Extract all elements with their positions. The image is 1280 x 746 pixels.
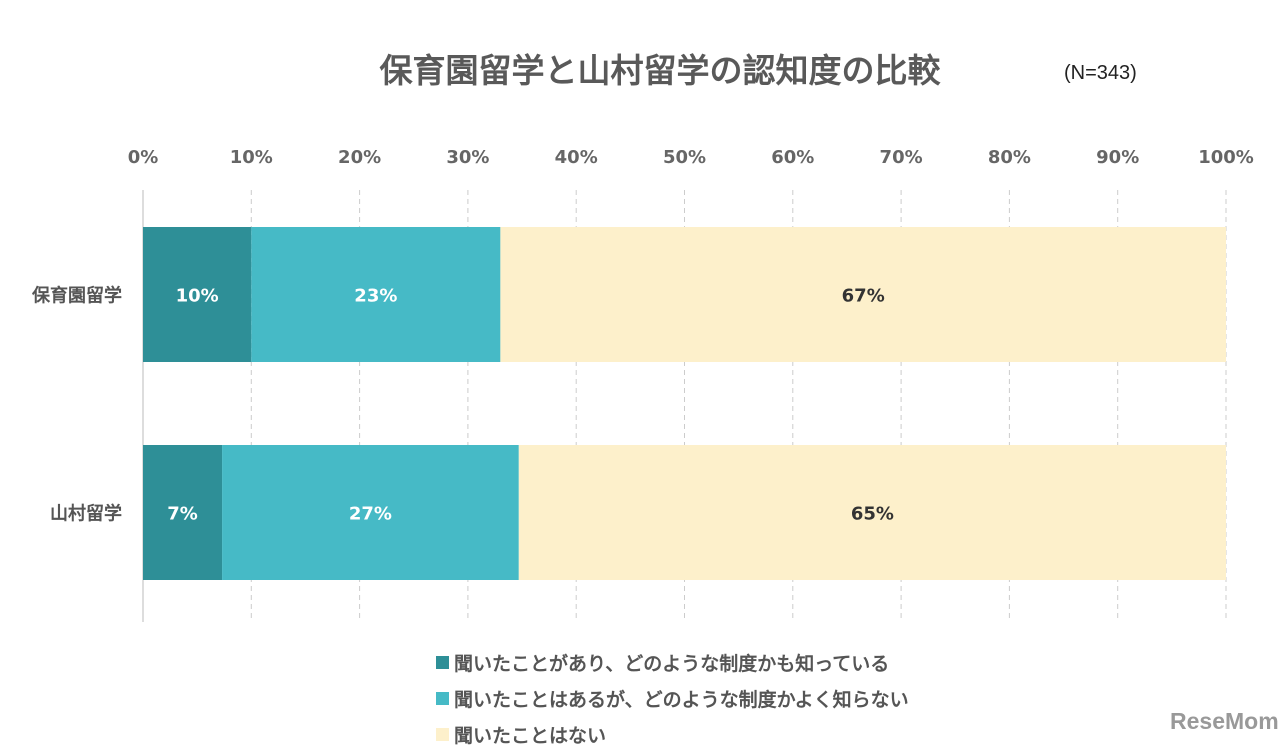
- bar-segment: [518, 445, 1226, 580]
- legend-swatch: [436, 691, 449, 705]
- x-tick-label: 20%: [338, 147, 381, 168]
- bar-segment: [143, 445, 223, 580]
- legend-item: 聞いたことがあり、どのような制度かも知っている: [436, 644, 909, 680]
- x-tick-label: 10%: [230, 147, 273, 168]
- bar-segment: [222, 445, 519, 580]
- x-tick-label: 80%: [988, 147, 1031, 168]
- x-tick-label: 100%: [1198, 147, 1254, 168]
- legend-item: 聞いたことはない: [436, 716, 909, 746]
- data-label: 7%: [167, 504, 198, 525]
- x-tick-label: 0%: [128, 147, 159, 168]
- data-label: 65%: [851, 504, 894, 525]
- legend-swatch: [436, 727, 449, 741]
- legend-label: 聞いたことはない: [454, 724, 607, 746]
- legend-swatch: [436, 655, 449, 669]
- x-tick-label: 30%: [446, 147, 489, 168]
- data-label: 27%: [349, 504, 392, 525]
- chart-title: 保育園留学と山村留学の認知度の比較: [379, 51, 941, 90]
- x-tick-label: 50%: [663, 147, 706, 168]
- legend-label: 聞いたことがあり、どのような制度かも知っている: [454, 652, 890, 675]
- legend-item: 聞いたことはあるが、どのような制度かよく知らない: [436, 680, 909, 716]
- data-label: 23%: [354, 286, 397, 307]
- sample-size: (N=343): [1064, 62, 1137, 84]
- legend: 聞いたことがあり、どのような制度かも知っている 聞いたことはあるが、どのような制…: [436, 644, 909, 746]
- category-label: 山村留学: [50, 503, 122, 525]
- bar-segment: [251, 227, 501, 362]
- legend-label: 聞いたことはあるが、どのような制度かよく知らない: [454, 688, 909, 711]
- data-label: 10%: [176, 286, 219, 307]
- x-tick-label: 70%: [880, 147, 923, 168]
- x-tick-label: 60%: [771, 147, 814, 168]
- bar-segment: [143, 227, 252, 362]
- data-label: 67%: [842, 286, 885, 307]
- category-label: 保育園留学: [31, 285, 122, 307]
- x-tick-label: 90%: [1096, 147, 1139, 168]
- x-tick-label: 40%: [555, 147, 598, 168]
- resemom-logo: ReseMom: [1170, 708, 1279, 734]
- bar-segment: [500, 227, 1226, 362]
